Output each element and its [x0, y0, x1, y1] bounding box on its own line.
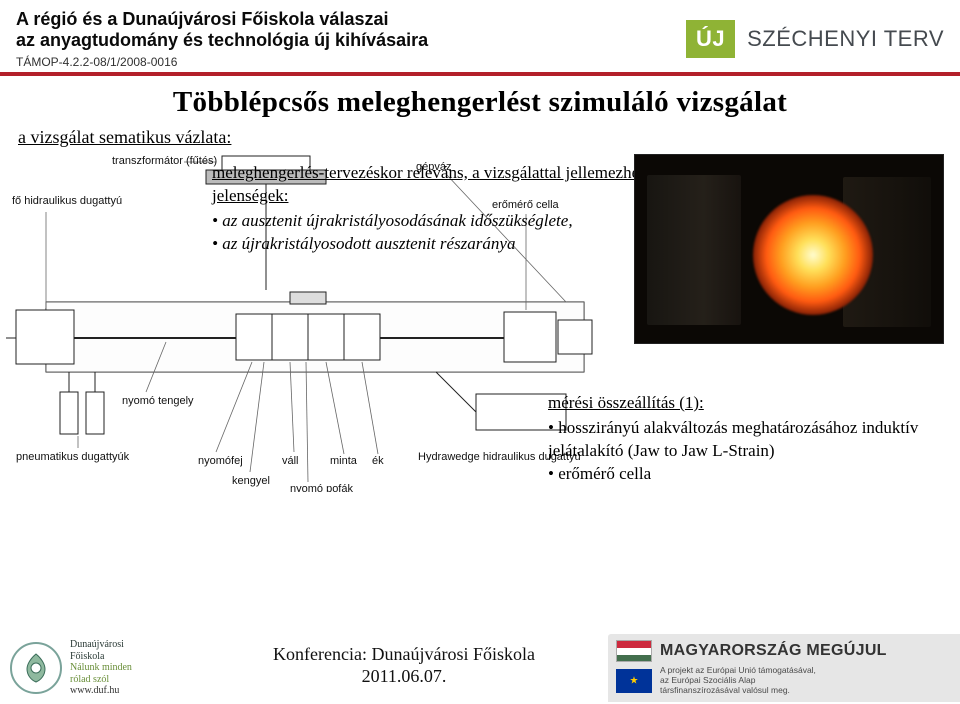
header-subtitle: TÁMOP-4.2.2-08/1/2008-0016: [16, 55, 686, 69]
slide-content: Többlépcsős meleghengerlést szimuláló vi…: [0, 76, 960, 636]
school-name-2: Főiskola: [70, 651, 132, 663]
dlabel-stirrup: kengyel: [232, 475, 270, 487]
svg-text:ék: ék: [372, 455, 384, 467]
conference-line1: Konferencia: Dunaújvárosi Főiskola: [200, 644, 608, 666]
svg-text:váll: váll: [282, 455, 299, 467]
header-title-line2: az anyagtudomány és technológia új kihív…: [16, 30, 686, 51]
dlabel-press-head: nyomófej: [198, 455, 243, 467]
dlabel-press-jaws: nyomó pofák: [290, 483, 353, 492]
schematic-caption: a vizsgálat sematikus vázlata:: [18, 127, 944, 148]
footer-left-text: Dunaújvárosi Főiskola Nálunk minden róla…: [70, 639, 132, 697]
photo-shadow-left: [647, 175, 741, 325]
svg-text:nyomó tengely: nyomó tengely: [122, 395, 194, 407]
header-title-line1: A régió és a Dunaújvárosi Főiskola válas…: [16, 9, 686, 30]
measurement-bullet-1: hosszirányú alakváltozás meghatározásáho…: [548, 417, 938, 463]
dlabel-pneumatic: pneumatikus dugattyúk: [16, 451, 130, 463]
dlabel-sample: minta: [330, 455, 358, 467]
conference-line2: 2011.06.07.: [200, 666, 608, 688]
logo-szechenyi-text: SZÉCHENYI TERV: [747, 26, 944, 52]
footer-center: Konferencia: Dunaújvárosi Főiskola 2011.…: [200, 644, 608, 691]
measurement-block: mérési összeállítás (1): hosszirányú ala…: [548, 392, 938, 486]
school-motto-2: rólad szól: [70, 674, 132, 686]
dlabel-shoulder: váll: [282, 455, 299, 467]
header-titles: A régió és a Dunaújvárosi Főiskola válas…: [16, 9, 686, 68]
hungary-renewal-label: MAGYARORSZÁG MEGÚJUL: [660, 642, 887, 660]
dlabel-main-piston: fő hidraulikus dugattyú: [12, 195, 122, 207]
logo-uj-badge: ÚJ: [686, 20, 735, 58]
page-footer: Dunaújvárosi Főiskola Nálunk minden róla…: [0, 632, 960, 704]
svg-text:kengyel: kengyel: [232, 475, 270, 487]
svg-text:minta: minta: [330, 455, 358, 467]
svg-text:nyomófej: nyomófej: [198, 455, 243, 467]
eu-funding-text: A projekt az Európai Unió támogatásával,…: [660, 666, 816, 695]
slide-title: Többlépcsős meleghengerlést szimuláló vi…: [16, 86, 944, 119]
svg-text:transzformátor (fűtés): transzformátor (fűtés): [112, 155, 217, 167]
measurement-lead: mérési összeállítás (1):: [548, 392, 938, 415]
dlabel-wedge: ék: [372, 455, 384, 467]
school-url: www.duf.hu: [70, 685, 132, 697]
page-header: A régió és a Dunaújvárosi Főiskola válas…: [0, 0, 960, 72]
hungary-flag-icon: [616, 640, 652, 662]
measurement-bullet-2: erőmérő cella: [548, 463, 938, 486]
dlabel-press-shaft: nyomó tengely: [122, 395, 194, 407]
dlabel-transformer: transzformátor (fűtés): [112, 155, 217, 167]
eu-flag-icon: [616, 669, 652, 693]
footer-left: Dunaújvárosi Főiskola Nálunk minden róla…: [0, 632, 200, 704]
school-name-1: Dunaújvárosi: [70, 639, 132, 651]
photo-glow: [753, 195, 873, 315]
footer-right: MAGYARORSZÁG MEGÚJUL A projekt az Európa…: [608, 634, 960, 702]
svg-text:fő hidraulikus dugattyú: fő hidraulikus dugattyú: [12, 195, 122, 207]
experiment-photo: [634, 154, 944, 344]
school-motto-1: Nálunk minden: [70, 662, 132, 674]
svg-text:nyomó pofák: nyomó pofák: [290, 483, 353, 492]
svg-text:pneumatikus dugattyúk: pneumatikus dugattyúk: [16, 451, 130, 463]
header-logo-block: ÚJ SZÉCHENYI TERV: [686, 20, 944, 58]
school-logo-icon: [10, 642, 62, 694]
